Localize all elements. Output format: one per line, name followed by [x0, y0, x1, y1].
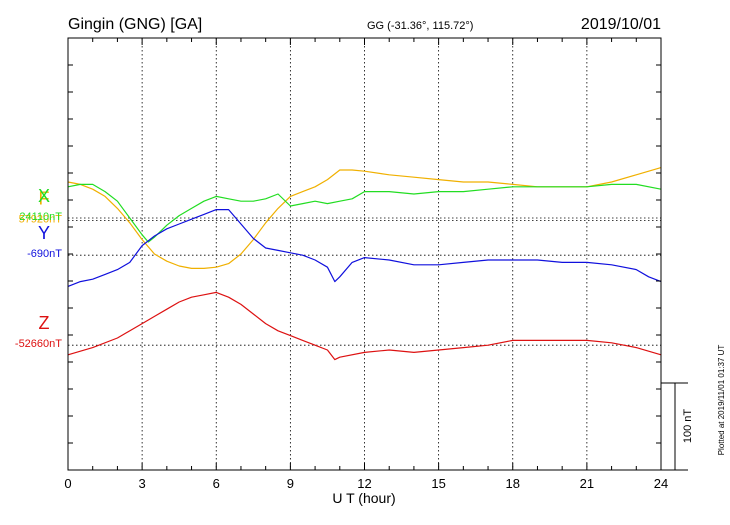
x-axis: 0 3 6 9 12 15 18 21 24 — [64, 38, 668, 491]
x-tick-label: 18 — [506, 476, 520, 491]
x-tick-label: 6 — [213, 476, 220, 491]
series-line-y — [67, 209, 662, 287]
chart-date: 2019/10/01 — [581, 16, 661, 33]
plotted-timestamp: Plotted at 2019/11/01 01:37 UT — [717, 345, 726, 456]
series-baseline-f: 57920nT — [19, 213, 63, 225]
x-tick-label: 12 — [357, 476, 371, 491]
series-baseline-z: -52660nT — [15, 338, 62, 350]
x-tick-label: 3 — [139, 476, 146, 491]
series-baseline-y: -690nT — [27, 248, 62, 260]
series-line-x — [67, 183, 662, 243]
series-name-y: Y — [38, 223, 50, 243]
x-tick-label: 24 — [654, 476, 668, 491]
scale-bar: 100 nT — [661, 382, 694, 471]
series-line-f — [67, 167, 662, 269]
x-tick-label: 21 — [580, 476, 594, 491]
series-baseline-x: 24110nT — [19, 211, 62, 223]
station-title: Gingin (GNG) [GA] — [68, 16, 202, 33]
series-name-f: F — [39, 188, 50, 208]
series-line-z — [67, 291, 662, 361]
series-name-z: Z — [39, 313, 50, 333]
scale-bar-label: 100 nT — [682, 409, 694, 444]
x-tick-label: 15 — [431, 476, 445, 491]
station-coordinates: GG (-31.36°, 115.72°) — [367, 20, 473, 32]
x-tick-label: 9 — [287, 476, 294, 491]
series-name-x: X — [38, 186, 50, 206]
grid — [68, 38, 661, 470]
x-tick-label: 0 — [64, 476, 71, 491]
x-axis-label: U T (hour) — [332, 490, 395, 506]
